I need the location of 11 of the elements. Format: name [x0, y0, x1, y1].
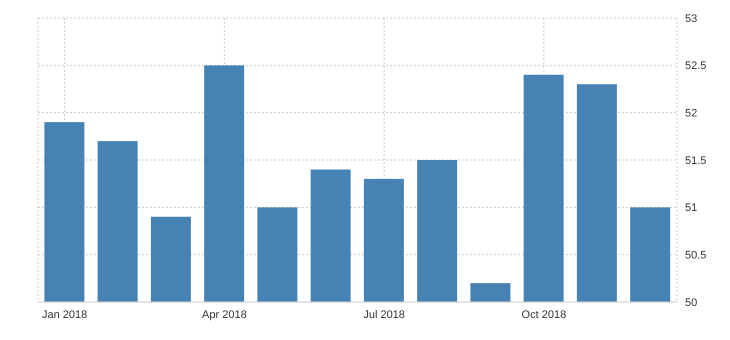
y-tick-label: 53: [685, 12, 698, 25]
y-tick-label: 52: [685, 108, 698, 120]
y-tick-label: 52.5: [685, 60, 706, 72]
y-tick-label: 51: [685, 202, 698, 214]
y-tick-label: 51.5: [685, 154, 706, 167]
y-tick-label: 50.5: [685, 250, 706, 262]
x-tick-label: Apr 2018: [202, 308, 247, 321]
x-tick-label: Oct 2018: [522, 308, 566, 321]
x-tick-label: Jul 2018: [363, 308, 405, 321]
y-tick-label: 50: [685, 296, 698, 309]
x-tick-label: Jan 2018: [42, 308, 88, 321]
